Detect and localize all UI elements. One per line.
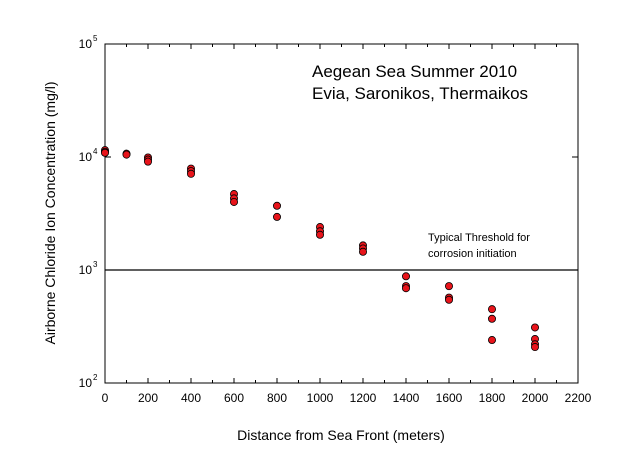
data-point — [487, 336, 496, 345]
data-point — [101, 148, 110, 157]
x-tick-label: 0 — [102, 391, 109, 405]
y-tick-exponent: 3 — [93, 260, 98, 269]
x-tick-label: 400 — [181, 391, 201, 405]
x-tick-label: 2200 — [565, 391, 592, 405]
y-tick-label: 10 — [79, 150, 93, 164]
data-point — [487, 314, 496, 323]
data-point — [401, 284, 410, 293]
x-tick-label: 200 — [138, 391, 158, 405]
y-tick-label: 10 — [79, 37, 93, 51]
x-tick-label: 2000 — [522, 391, 549, 405]
data-point — [444, 282, 453, 291]
y-axis-label: Airborne Chloride Ion Concentration (mg/… — [42, 81, 58, 344]
x-tick-label: 1200 — [350, 391, 377, 405]
x-tick-labels: 0 200 400 600 800 1000 1200 1400 1600 1800 2000 220… — [102, 391, 592, 405]
data-point — [358, 247, 367, 256]
data-points — [101, 146, 540, 352]
data-point — [315, 230, 324, 239]
data-point — [444, 295, 453, 304]
x-axis-label: Distance from Sea Front (meters) — [237, 427, 445, 443]
data-point — [272, 201, 281, 210]
x-tick-label: 1800 — [479, 391, 506, 405]
y-tick-label: 10 — [79, 263, 93, 277]
chart-title-line-2: Evia, Saronikos, Thermaikos — [312, 84, 528, 103]
data-point — [487, 305, 496, 314]
threshold-label-line-2: corrosion initiation — [428, 248, 517, 260]
y-tick-label: 10 — [79, 376, 93, 390]
y-tick-exponent: 2 — [93, 373, 98, 382]
y-tick-exponent: 4 — [93, 147, 98, 156]
data-point — [401, 272, 410, 281]
data-point — [272, 212, 281, 221]
chart-title-line-1: Aegean Sea Summer 2010 — [312, 62, 517, 81]
data-point — [143, 157, 152, 166]
x-tick-label: 1600 — [436, 391, 463, 405]
data-point — [122, 150, 131, 159]
x-tick-label: 1400 — [393, 391, 420, 405]
x-tick-label: 800 — [267, 391, 287, 405]
threshold-label-line-1: Typical Threshold for — [428, 232, 530, 244]
x-tick-label: 600 — [224, 391, 244, 405]
data-point — [186, 169, 195, 178]
data-point — [229, 197, 238, 206]
y-tick-exponent: 5 — [93, 34, 98, 43]
data-point — [531, 343, 540, 352]
data-point — [531, 323, 540, 332]
x-tick-label: 1000 — [307, 391, 334, 405]
